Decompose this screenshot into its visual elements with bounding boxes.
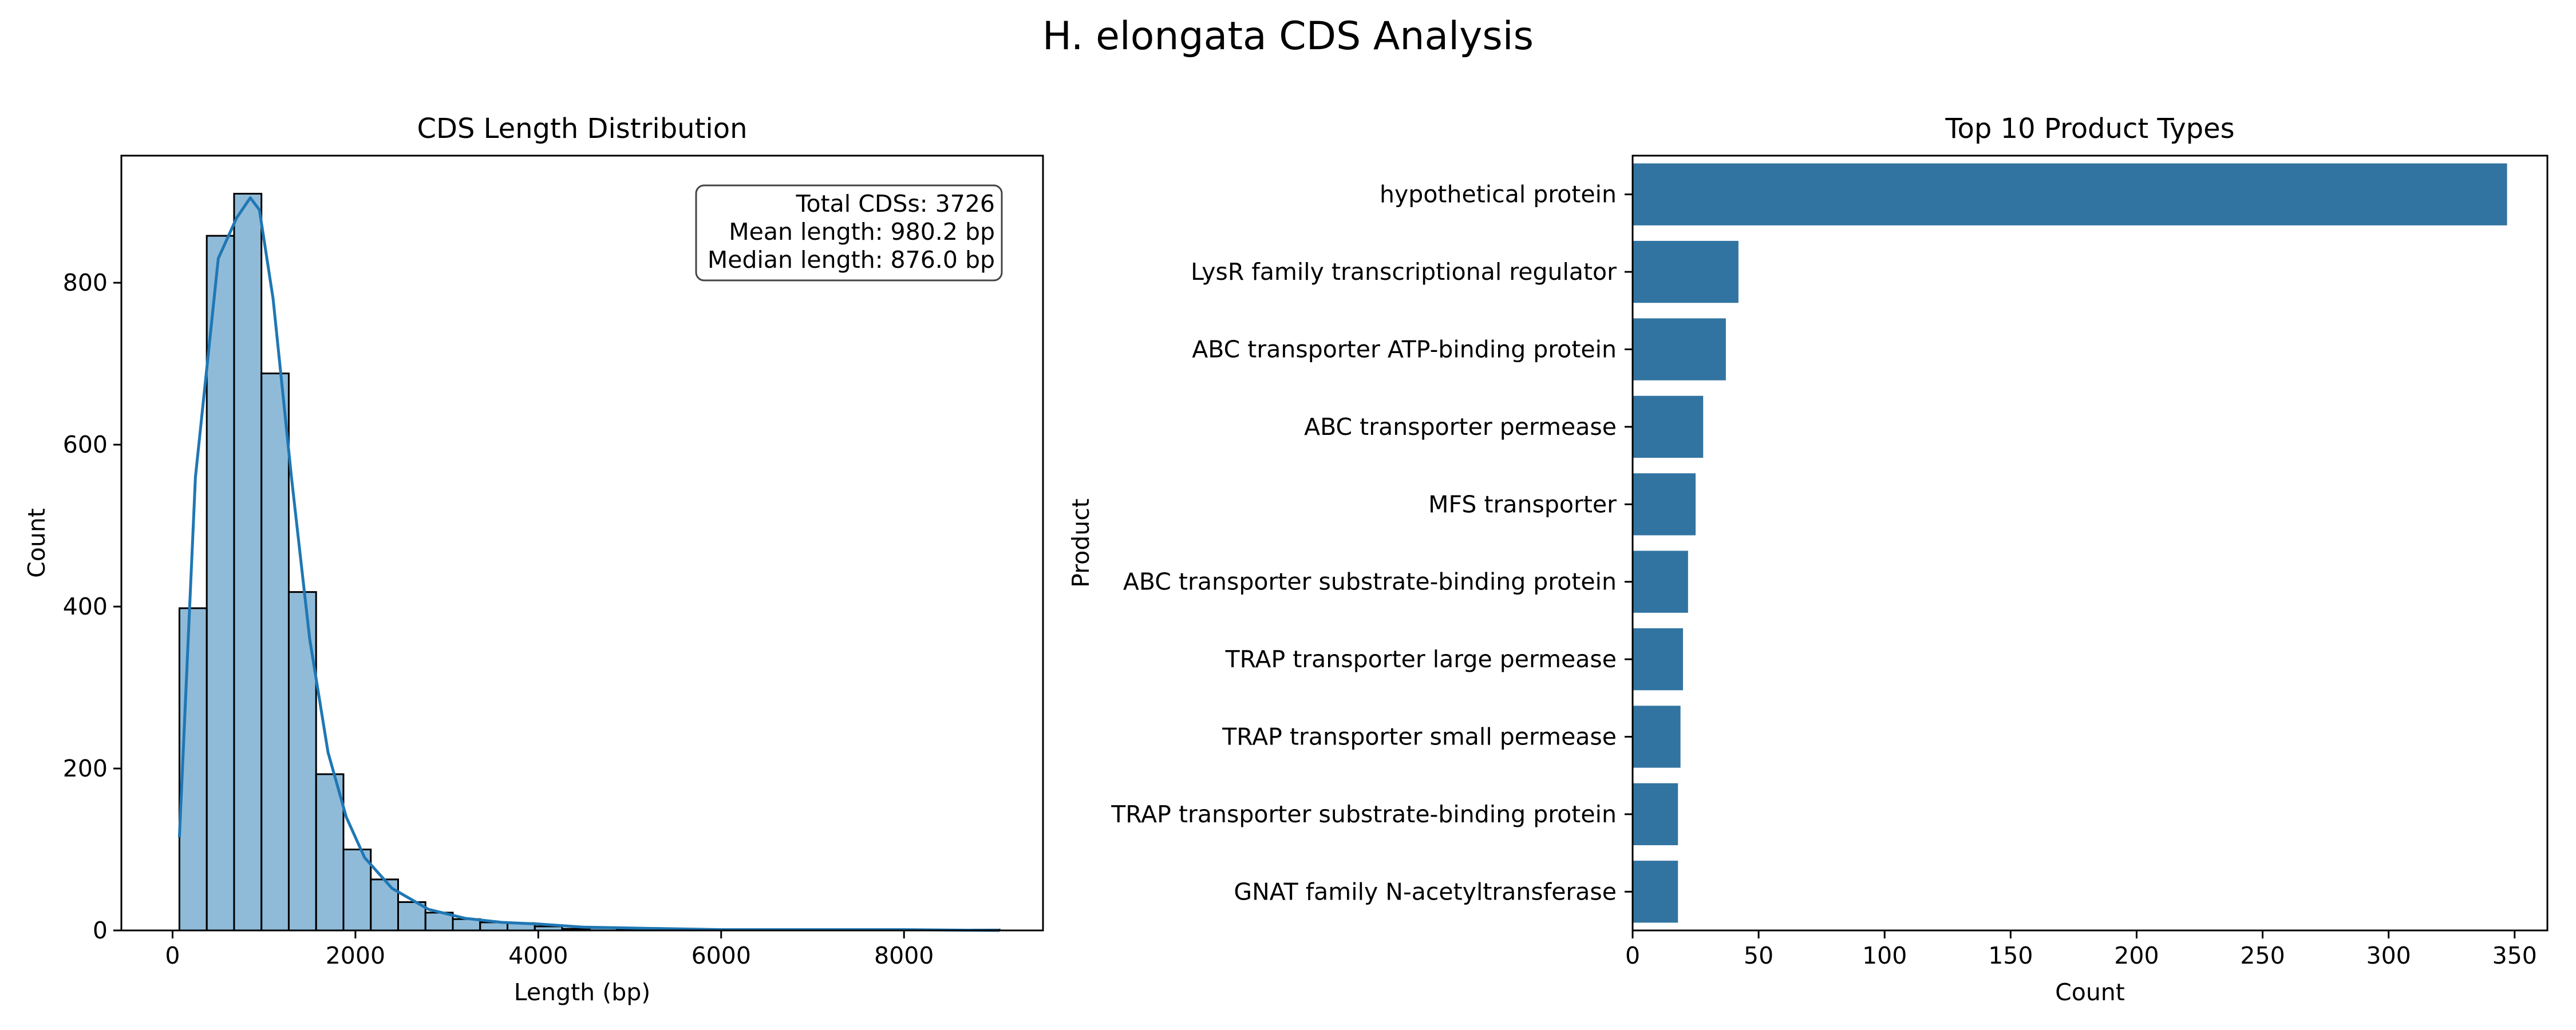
- bar-chart-y-axis: hypothetical protein LysR family transcri…: [1111, 181, 1633, 905]
- histogram-title: CDS Length Distribution: [417, 113, 747, 145]
- histogram-panel: CDS Length Distribution 0 2000 4000 6000 800…: [23, 113, 1044, 1006]
- bar-chart-category-label: TRAP transporter small permease: [1222, 723, 1617, 751]
- bar-chart-bar: [1633, 473, 1696, 536]
- histogram-x-tick-label: 2000: [326, 942, 385, 969]
- bar-chart-bar: [1633, 240, 1739, 303]
- histogram-x-tick-label: 4000: [508, 942, 568, 969]
- bar-chart-category-label: GNAT family N-acetyltransferase: [1234, 878, 1617, 905]
- bar-chart-x-tick-label: 50: [1744, 942, 1773, 969]
- histogram-bar: [315, 773, 345, 932]
- histogram-bar: [260, 373, 290, 932]
- histogram-bar: [178, 607, 208, 932]
- histogram-bars: [178, 192, 1001, 932]
- bar-chart-bar: [1633, 628, 1684, 691]
- bar-chart-bar: [1633, 706, 1681, 768]
- bar-chart-bar: [1633, 163, 2507, 225]
- histogram-y-tick-label: 400: [63, 593, 108, 620]
- stats-box-frame: [695, 184, 1003, 282]
- histogram-y-tick-label: 600: [63, 431, 108, 458]
- figure-title: H. elongata CDS Analysis: [1042, 14, 1534, 59]
- bar-chart-frame: [1631, 154, 2549, 932]
- bar-chart-x-tick-label: 200: [2114, 942, 2159, 969]
- bar-chart-category-label: TRAP transporter large permease: [1225, 645, 1617, 673]
- histogram-y-tick-label: 200: [63, 755, 108, 782]
- histogram-y-tick-label: 800: [63, 269, 108, 296]
- bar-chart-bar: [1633, 550, 1688, 613]
- bar-chart-x-tick-label: 250: [2240, 942, 2285, 969]
- bar-chart-category-label: TRAP transporter substrate-binding prote…: [1111, 801, 1617, 828]
- bar-chart-x-tick-label: 0: [1625, 942, 1640, 969]
- bar-chart-bar: [1633, 861, 1678, 923]
- stats-median: Median length: 876.0 bp: [708, 246, 995, 274]
- histogram-x-label: Length (bp): [514, 978, 651, 1006]
- bar-chart-x-tick-label: 150: [1988, 942, 2033, 969]
- histogram-x-tick-label: 0: [165, 942, 180, 969]
- bar-chart-bars: [1633, 163, 2507, 923]
- histogram-x-tick-label: 6000: [692, 942, 751, 969]
- bar-chart-x-tick-label: 350: [2492, 942, 2537, 969]
- bar-chart-panel: Top 10 Product Types 0 50 100 150 200 250 300 3…: [1067, 113, 2549, 1006]
- stats-mean: Mean length: 980.2 bp: [729, 218, 995, 245]
- histogram-x-axis: 0 2000 4000 6000 8000: [165, 930, 934, 969]
- bar-chart-category-label: ABC transporter permease: [1304, 413, 1617, 441]
- bar-chart-bar: [1633, 318, 1726, 381]
- bar-chart-y-label: Product: [1067, 498, 1095, 588]
- bar-chart-category-label: ABC transporter substrate-binding protei…: [1123, 568, 1617, 596]
- bar-chart-x-axis: 0 50 100 150 200 250 300 350: [1625, 930, 2537, 969]
- bar-chart-category-label: MFS transporter: [1428, 490, 1617, 518]
- histogram-y-label: Count: [23, 508, 50, 578]
- histogram-kde-curve: [177, 196, 1000, 932]
- bar-chart-category-label: ABC transporter ATP-binding protein: [1192, 336, 1617, 363]
- bar-chart-x-label: Count: [2055, 978, 2125, 1006]
- histogram-bar: [287, 591, 317, 932]
- histogram-bar: [233, 192, 263, 932]
- bar-chart-category-label: LysR family transcriptional regulator: [1191, 258, 1617, 286]
- histogram-x-tick-label: 8000: [874, 942, 934, 969]
- bar-chart-x-tick-label: 300: [2366, 942, 2411, 969]
- histogram-bar: [206, 235, 235, 932]
- bar-chart-bar: [1633, 783, 1678, 846]
- histogram-bar: [370, 878, 399, 932]
- stats-total: Total CDSs: 3726: [795, 190, 995, 217]
- bar-chart-bar: [1633, 395, 1704, 458]
- histogram-frame: [120, 154, 1044, 932]
- bar-chart-title: Top 10 Product Types: [1945, 113, 2234, 145]
- histogram-y-tick-label: 0: [93, 917, 108, 944]
- histogram-stats-box: Total CDSs: 3726 Mean length: 980.2 bp M…: [695, 184, 1003, 282]
- histogram-y-axis: 0 200 400 600 800: [63, 269, 121, 944]
- bar-chart-category-label: hypothetical protein: [1380, 181, 1617, 208]
- bar-chart-x-tick-label: 100: [1862, 942, 1907, 969]
